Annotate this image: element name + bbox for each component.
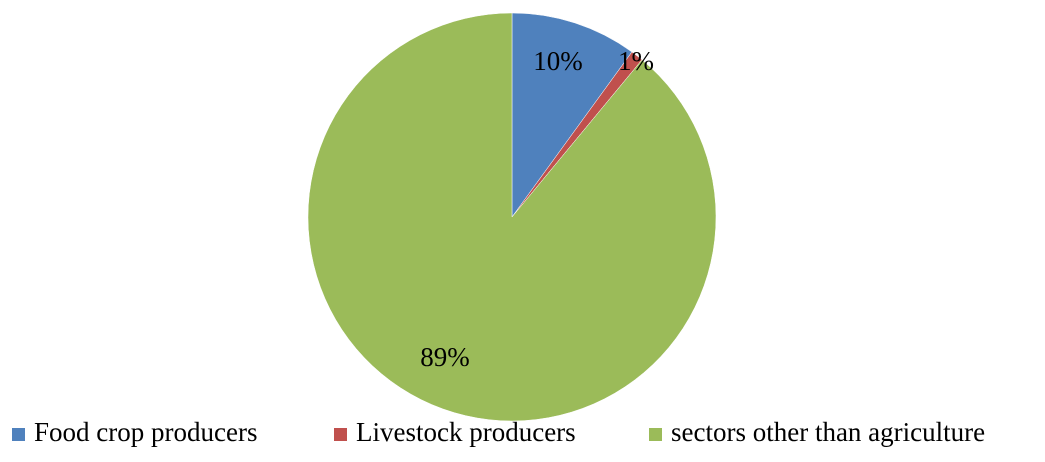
legend-label: sectors other than agriculture	[671, 417, 985, 447]
pie-data-labels: 10% 1% 89%	[420, 46, 654, 372]
legend-swatch	[649, 428, 662, 441]
legend-swatch	[334, 428, 347, 441]
pie-slice-sectors-other-than-agriculture	[307, 12, 717, 422]
legend-item-sectors-other-than-agriculture: sectors other than agriculture	[649, 417, 985, 447]
legend-item-livestock-producers: Livestock producers	[334, 417, 576, 447]
pie-slice-food-crop-producers	[511, 12, 633, 218]
legend-swatch	[12, 428, 25, 441]
chart-legend: Food crop producers Livestock producers se…	[12, 417, 985, 447]
data-label-sectors-other-than-agriculture: 89%	[420, 342, 470, 372]
legend-label: Food crop producers	[34, 417, 257, 447]
data-label-food-crop-producers: 10%	[533, 46, 583, 76]
legend-item-food-crop-producers: Food crop producers	[12, 417, 257, 447]
legend-label: Livestock producers	[356, 417, 576, 447]
data-label-livestock-producers: 1%	[618, 46, 654, 76]
pie-slices	[307, 12, 717, 422]
